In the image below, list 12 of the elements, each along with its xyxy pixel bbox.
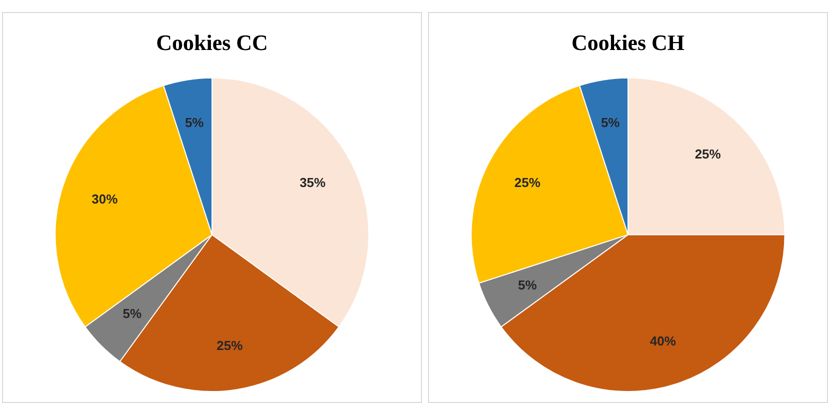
data-label: 25% — [694, 146, 722, 162]
data-label: 30% — [92, 191, 118, 206]
data-label: 5% — [122, 306, 142, 322]
data-label: 25% — [216, 338, 244, 353]
data-label: 5% — [184, 114, 204, 130]
chart-title: Cookies CC — [156, 30, 268, 55]
data-label: 5% — [518, 278, 538, 293]
data-label: 25% — [514, 175, 541, 190]
data-label: 35% — [300, 175, 326, 190]
data-label: 5% — [600, 114, 620, 130]
data-label: 40% — [650, 334, 676, 349]
chart-title: Cookies CH — [571, 30, 685, 55]
